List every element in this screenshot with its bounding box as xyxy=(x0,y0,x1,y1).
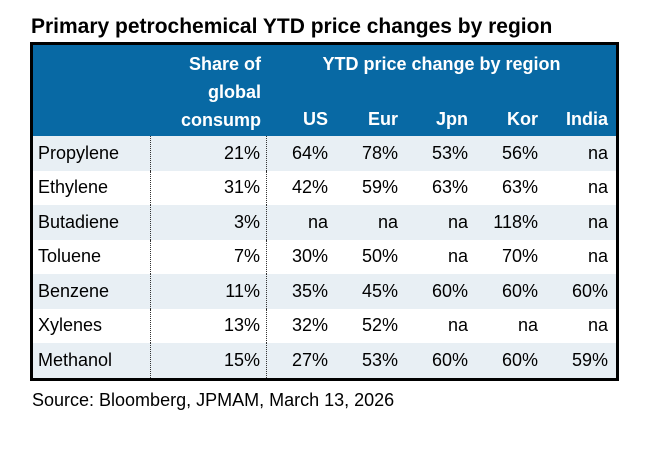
share-column-header: Share of global consump xyxy=(180,54,261,130)
value-cell-india: na xyxy=(587,177,608,198)
share-cell: 7% xyxy=(150,239,267,274)
share-cell: 21% xyxy=(150,136,267,171)
table-row: Propylene 21% 64% 78% 53% 56% na xyxy=(33,136,616,171)
chart-title: Primary petrochemical YTD price changes … xyxy=(31,15,553,38)
table-row: Benzene 11% 35% 45% 60% 60% 60% xyxy=(33,274,616,309)
column-header-eur: Eur xyxy=(367,109,398,129)
price-table: Share of global consump YTD price change… xyxy=(30,42,619,381)
value-cell-eur: 59% xyxy=(361,177,398,198)
value-cell-kor: 60% xyxy=(501,280,538,301)
table-row: Xylenes 13% 32% 52% na na na xyxy=(33,308,616,343)
table-row: Butadiene 3% na na na 118% na xyxy=(33,205,616,240)
source-note: Source: Bloomberg, JPMAM, March 13, 2026 xyxy=(32,389,395,410)
value-cell-eur: na xyxy=(377,211,398,232)
value-cell-eur: 50% xyxy=(361,246,398,267)
value-cell-jpn: na xyxy=(447,315,468,336)
value-cell-kor: 60% xyxy=(501,349,538,370)
value-cell-kor: 63% xyxy=(501,177,538,198)
value-cell-eur: 53% xyxy=(361,349,398,370)
value-cell-eur: 52% xyxy=(361,315,398,336)
value-cell-us: na xyxy=(307,211,328,232)
product-name-cell: Xylenes xyxy=(38,315,103,336)
value-cell-jpn: 63% xyxy=(431,177,468,198)
share-cell: 31% xyxy=(150,170,267,205)
value-cell-us: 35% xyxy=(291,280,328,301)
table-row: Methanol 15% 27% 53% 60% 60% 59% xyxy=(33,343,616,378)
region-column-headers: US Eur Jpn Kor India xyxy=(267,105,616,136)
value-cell-india: na xyxy=(587,211,608,232)
value-cell-us: 30% xyxy=(291,246,328,267)
share-cell: 15% xyxy=(150,343,267,378)
value-cell-us: 32% xyxy=(291,315,328,336)
value-cell-kor: na xyxy=(517,315,538,336)
value-cell-india: na xyxy=(587,246,608,267)
product-name-cell: Methanol xyxy=(38,349,113,370)
value-cell-eur: 45% xyxy=(361,280,398,301)
value-cell-us: 27% xyxy=(291,349,328,370)
value-cell-jpn: 60% xyxy=(431,349,468,370)
region-group-header: YTD price change by region US Eur Jpn Ko… xyxy=(267,45,616,136)
product-name-cell: Propylene xyxy=(38,142,120,163)
product-name-cell: Toluene xyxy=(38,246,102,267)
column-header-us: US xyxy=(302,109,328,129)
value-cell-jpn: 60% xyxy=(431,280,468,301)
value-cell-kor: 70% xyxy=(501,246,538,267)
table-row: Toluene 7% 30% 50% na 70% na xyxy=(33,239,616,274)
value-cell-india: na xyxy=(587,142,608,163)
value-cell-eur: 78% xyxy=(361,142,398,163)
table-header: Share of global consump YTD price change… xyxy=(33,45,616,136)
table-row: Ethylene 31% 42% 59% 63% 63% na xyxy=(33,170,616,205)
product-name-cell: Ethylene xyxy=(38,177,109,198)
value-cell-jpn: 53% xyxy=(431,142,468,163)
value-cell-kor: 56% xyxy=(501,142,538,163)
value-cell-jpn: na xyxy=(447,246,468,267)
column-header-india: India xyxy=(565,109,608,129)
value-cell-india: 59% xyxy=(571,349,608,370)
share-cell: 3% xyxy=(150,205,267,240)
share-cell: 11% xyxy=(150,274,267,309)
group-header-label: YTD price change by region xyxy=(322,54,561,74)
product-name-cell: Benzene xyxy=(38,280,110,301)
corner-cell xyxy=(33,45,150,136)
value-cell-us: 64% xyxy=(291,142,328,163)
page: Primary petrochemical YTD price changes … xyxy=(0,14,672,461)
share-cell: 13% xyxy=(150,308,267,343)
column-header-jpn: Jpn xyxy=(435,109,468,129)
value-cell-kor: 118% xyxy=(493,211,538,232)
value-cell-us: 42% xyxy=(291,177,328,198)
value-cell-india: na xyxy=(587,315,608,336)
table-body: Propylene 21% 64% 78% 53% 56% na Ethylen… xyxy=(33,136,616,378)
product-name-cell: Butadiene xyxy=(38,211,120,232)
column-header-kor: Kor xyxy=(507,109,538,129)
value-cell-india: 60% xyxy=(571,280,608,301)
value-cell-jpn: na xyxy=(447,211,468,232)
